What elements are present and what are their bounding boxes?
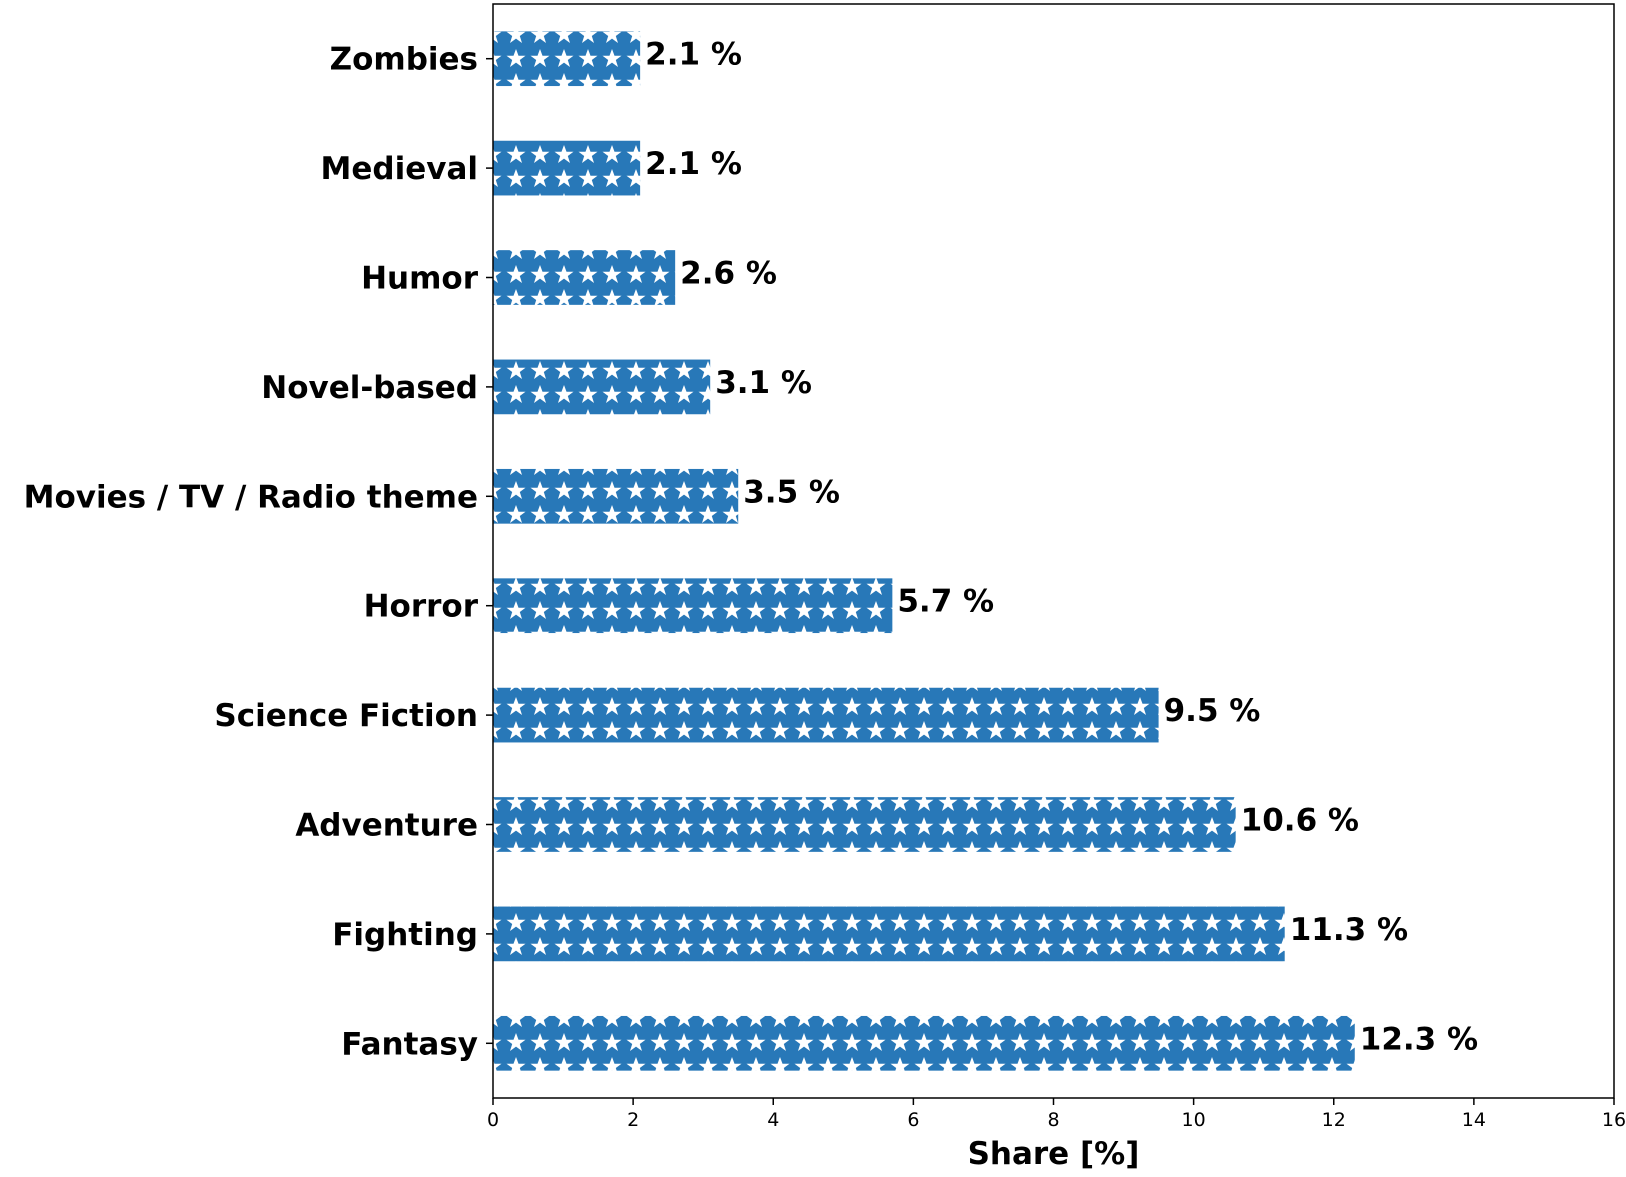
x-tick-label: 12 — [1322, 1109, 1346, 1131]
category-label: Zombies — [330, 42, 478, 78]
bar-adventure — [493, 797, 1236, 852]
category-label: Adventure — [295, 808, 478, 844]
x-axis-ticks: 0 2 4 6 8 10 12 14 16 — [487, 1098, 1626, 1131]
value-label: 2.1 % — [645, 146, 742, 182]
category-label: Fantasy — [341, 1026, 478, 1062]
x-axis-title: Share [%] — [968, 1136, 1140, 1172]
x-tick-label: 14 — [1462, 1109, 1486, 1131]
bar-movies-tv-radio-theme — [493, 468, 739, 524]
bar-novel-based — [493, 359, 711, 415]
bar-horror — [493, 578, 893, 634]
bar-medieval — [493, 140, 641, 196]
bar-science-fiction — [493, 687, 1159, 743]
bars — [493, 31, 1355, 1071]
category-label: Horror — [364, 589, 479, 625]
value-label: 5.7 % — [897, 584, 994, 620]
category-label: Medieval — [321, 151, 478, 187]
category-labels: Fantasy Fighting Adventure Science Fiction H… — [24, 42, 493, 1062]
value-label: 10.6 % — [1241, 803, 1359, 839]
bar-fantasy — [493, 1015, 1355, 1071]
x-tick-label: 8 — [1047, 1109, 1059, 1131]
x-tick-label: 16 — [1602, 1109, 1626, 1131]
value-label: 12.3 % — [1360, 1021, 1478, 1057]
x-tick-label: 4 — [767, 1109, 779, 1131]
value-label: 3.1 % — [715, 365, 812, 401]
x-tick-label: 6 — [907, 1109, 919, 1131]
category-label: Humor — [361, 261, 479, 297]
category-label: Novel-based — [261, 370, 478, 406]
value-label: 3.5 % — [743, 474, 840, 510]
bar-humor — [493, 250, 676, 305]
value-label: 9.5 % — [1164, 693, 1261, 729]
bar-fighting — [493, 906, 1285, 962]
x-tick-label: 10 — [1182, 1109, 1206, 1131]
bar-zombies — [493, 31, 641, 87]
value-label: 2.6 % — [680, 256, 777, 292]
category-label: Science Fiction — [214, 698, 478, 734]
value-label: 11.3 % — [1290, 912, 1408, 948]
category-label: Movies / TV / Radio theme — [24, 479, 478, 515]
x-tick-label: 0 — [487, 1109, 499, 1131]
value-label: 2.1 % — [645, 37, 742, 73]
x-tick-label: 2 — [627, 1109, 639, 1131]
category-label: Fighting — [332, 917, 478, 953]
value-labels: 12.3 % 11.3 % 10.6 % 9.5 % 5.7 % 3.5 % 3.1 % 2.… — [645, 37, 1478, 1058]
